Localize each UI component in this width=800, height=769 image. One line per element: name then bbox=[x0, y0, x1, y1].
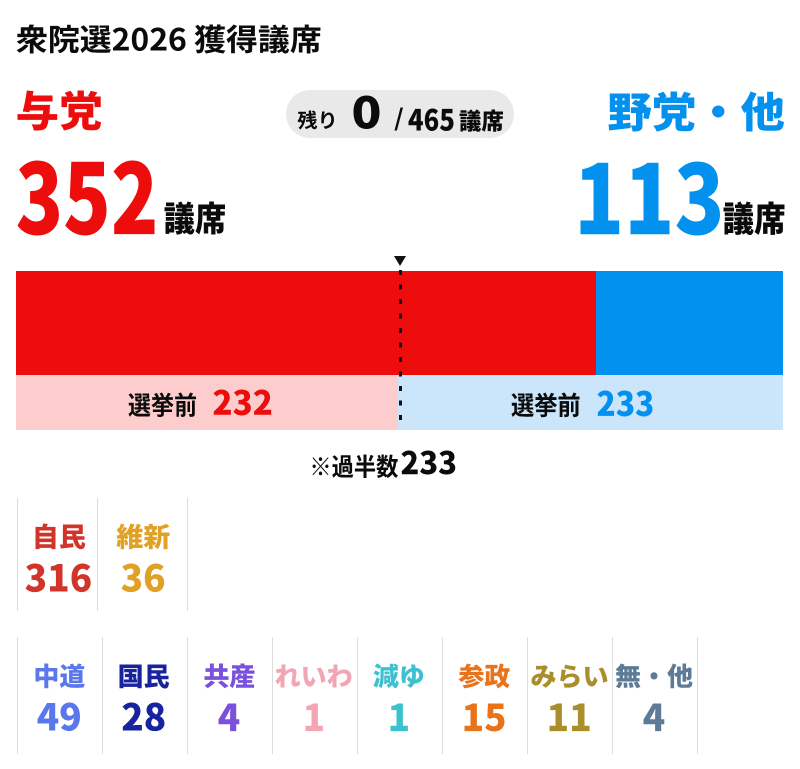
majority-marker-icon bbox=[393, 255, 406, 266]
majority-value-glyphs bbox=[401, 450, 456, 475]
yato-label-glyphs bbox=[608, 91, 784, 132]
row1-separator-1 bbox=[97, 498, 98, 611]
party-kyosan-name-text: 共産 bbox=[0, 0, 1, 1]
title-glyphs bbox=[16, 24, 320, 54]
party-ishin-seats-glyphs bbox=[121, 563, 164, 592]
party-ishin-seats-text: 36 bbox=[0, 0, 1, 1]
row1-separator-2 bbox=[187, 498, 188, 611]
party-reiwa-seats-text: 1 bbox=[0, 0, 1, 1]
party-jimin-seats-text: 316 bbox=[0, 0, 1, 1]
party-sansei-name-glyphs bbox=[458, 663, 510, 689]
pre-election-ruling-segment bbox=[16, 374, 399, 430]
row2-separator-7 bbox=[611, 637, 613, 754]
party-chudo-seats-glyphs bbox=[37, 702, 80, 732]
pill-slash-glyphs bbox=[394, 107, 403, 131]
pill-unit-glyphs bbox=[459, 109, 503, 132]
party-kyosan-name-glyphs bbox=[204, 663, 255, 689]
remaining-value-text: 0 bbox=[0, 0, 1, 1]
party-muta-seats-text: 4 bbox=[0, 0, 1, 1]
party-ishin-name-glyphs bbox=[116, 523, 169, 550]
pre-right-label-glyphs bbox=[511, 392, 580, 418]
party-kokumin-name-glyphs bbox=[119, 664, 170, 689]
page-title: 衆院選2026 獲得議席 bbox=[0, 0, 1, 1]
pre-left-value-text: 232 bbox=[0, 0, 1, 1]
party-kyosan-seats-glyphs bbox=[218, 703, 240, 731]
yato-value-glyphs bbox=[580, 161, 720, 236]
ruling-label-text: 与党 bbox=[0, 0, 1, 1]
party-genyu-name-text: 減ゆ bbox=[0, 0, 1, 1]
party-genyu-seats-glyphs bbox=[390, 703, 408, 731]
yoto-unit-glyphs bbox=[164, 201, 225, 234]
remaining-total-text: 465 bbox=[0, 0, 1, 1]
party-ishin-name-text: 維新 bbox=[0, 0, 1, 1]
pill-value-glyphs bbox=[353, 95, 379, 129]
party-reiwa-seats-glyphs bbox=[305, 703, 323, 731]
row2-separator-6 bbox=[526, 637, 528, 754]
majority-prefix-glyphs bbox=[312, 454, 399, 478]
pre-right-value-glyphs bbox=[597, 390, 653, 417]
majority-line bbox=[398, 269, 402, 428]
party-genyu-name-glyphs bbox=[373, 663, 424, 689]
pre-election-bar bbox=[16, 374, 783, 430]
party-reiwa-name-glyphs bbox=[275, 664, 352, 688]
party-mirai-name-glyphs bbox=[531, 664, 607, 688]
majority-note-prefix-text: ※過半数 bbox=[0, 0, 1, 1]
remaining-separator-text: / bbox=[0, 0, 1, 1]
yoto-label-glyphs bbox=[17, 90, 101, 131]
pre-right-label-text: 選挙前 bbox=[0, 0, 1, 1]
row2-separator-1 bbox=[101, 637, 103, 754]
ruling-unit-text: 議席 bbox=[0, 0, 1, 1]
row2-separator-4 bbox=[356, 637, 358, 754]
row2-separator-0 bbox=[16, 637, 18, 754]
results-bar-ruling-segment bbox=[16, 271, 597, 375]
remaining-unit-text: 議席 bbox=[0, 0, 1, 1]
party-genyu-seats-text: 1 bbox=[0, 0, 1, 1]
remaining-label-text: 残り bbox=[0, 0, 1, 1]
pre-left-label-text: 選挙前 bbox=[0, 0, 1, 1]
party-chudo-name-glyphs bbox=[35, 663, 85, 689]
party-kokumin-seats-text: 28 bbox=[0, 0, 1, 1]
party-sansei-seats-glyphs bbox=[464, 703, 505, 732]
opposition-label-text: 野党・他 bbox=[0, 0, 1, 1]
party-chudo-name-text: 中道 bbox=[0, 0, 1, 1]
row2-separator-3 bbox=[271, 637, 273, 754]
party-sansei-seats-text: 15 bbox=[0, 0, 1, 1]
party-muta-seats-glyphs bbox=[643, 703, 665, 731]
party-kokumin-seats-glyphs bbox=[122, 702, 165, 732]
party-mirai-seats-glyphs bbox=[549, 703, 590, 731]
party-kyosan-seats-text: 4 bbox=[0, 0, 1, 1]
majority-note-value-text: 233 bbox=[0, 0, 1, 1]
party-mirai-name-text: みらい bbox=[0, 0, 1, 1]
party-reiwa-name-text: れいわ bbox=[0, 0, 1, 1]
party-kokumin-name-text: 国民 bbox=[0, 0, 1, 1]
opposition-seats-text: 113 bbox=[0, 0, 1, 1]
party-muta-name-text: 無・他 bbox=[0, 0, 1, 1]
party-sansei-name-text: 参政 bbox=[0, 0, 1, 1]
yato-unit-glyphs bbox=[723, 201, 784, 235]
party-jimin-name-text: 自民 bbox=[0, 0, 1, 1]
party-chudo-seats-text: 49 bbox=[0, 0, 1, 1]
row2-separator-5 bbox=[441, 637, 443, 754]
yoto-value-glyphs bbox=[17, 160, 154, 236]
row2-separator-8 bbox=[696, 637, 698, 754]
results-bar-opposition-segment bbox=[596, 271, 783, 375]
pill-label-glyphs bbox=[297, 110, 334, 130]
party-jimin-seats-glyphs bbox=[25, 562, 91, 592]
row1-separator-0 bbox=[17, 498, 18, 611]
pre-left-value-glyphs bbox=[213, 389, 271, 416]
ruling-seats-text: 352 bbox=[0, 0, 1, 1]
row2-separator-2 bbox=[186, 637, 188, 754]
party-jimin-name-glyphs bbox=[35, 523, 85, 550]
pill-total-glyphs bbox=[408, 108, 453, 131]
pre-left-label-glyphs bbox=[128, 392, 196, 417]
party-muta-name-glyphs bbox=[615, 663, 693, 689]
pre-election-opposition-segment bbox=[398, 374, 783, 430]
opposition-unit-text: 議席 bbox=[0, 0, 1, 1]
pre-right-value-text: 233 bbox=[0, 0, 1, 1]
results-bar bbox=[16, 271, 783, 375]
party-mirai-seats-text: 11 bbox=[0, 0, 1, 1]
